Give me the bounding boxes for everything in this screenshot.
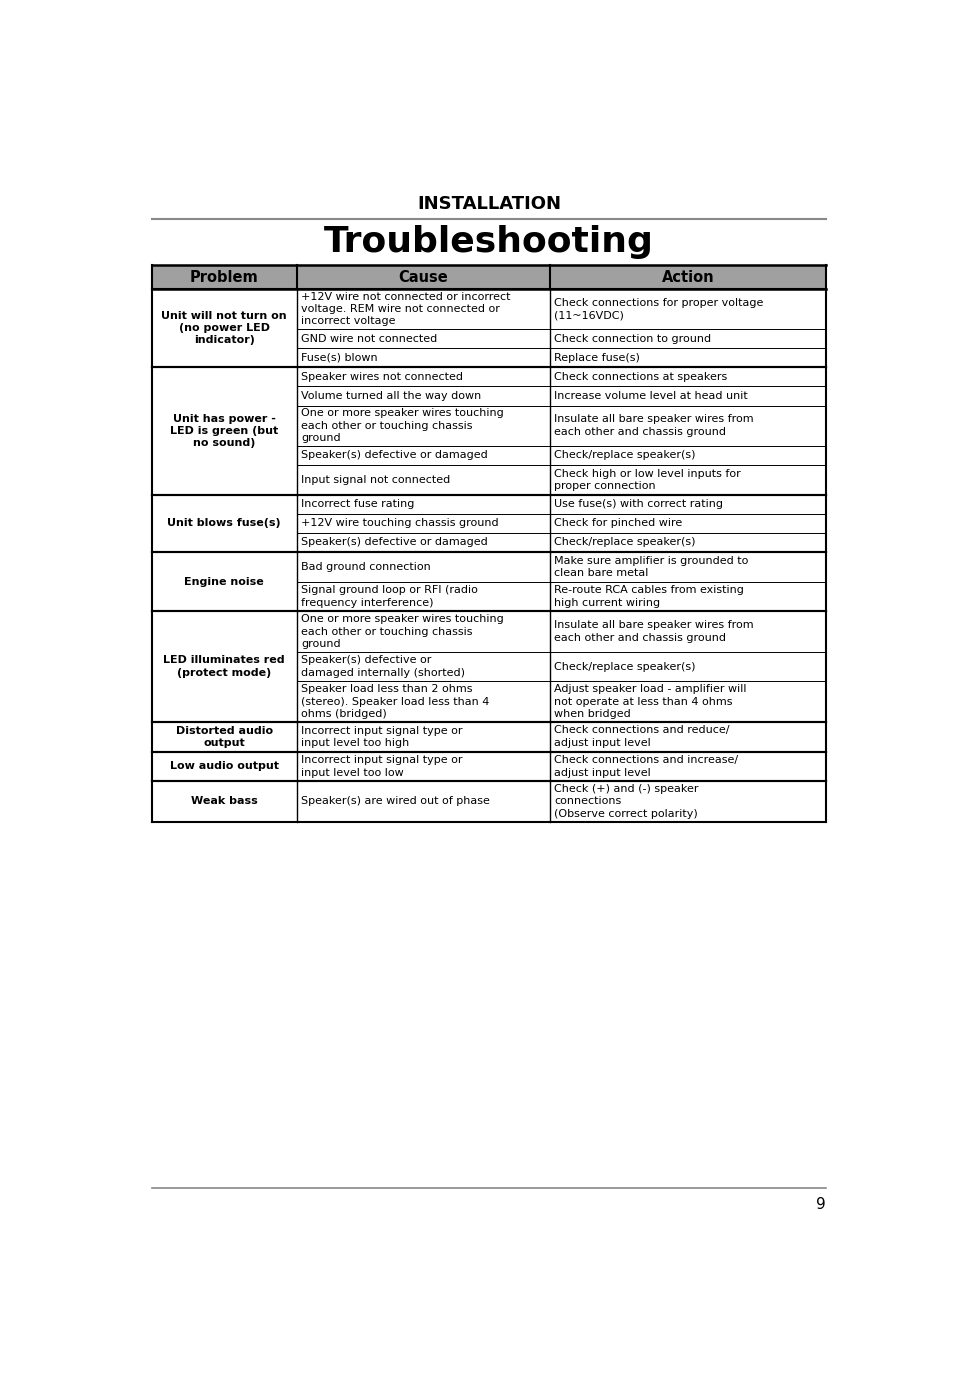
Bar bbox=[549, 682, 825, 722]
Bar bbox=[296, 349, 549, 368]
Text: Speaker load less than 2 ohms
(stereo). Speaker load less than 4
ohms (bridged): Speaker load less than 2 ohms (stereo). … bbox=[301, 685, 489, 719]
Bar bbox=[152, 722, 296, 751]
Bar bbox=[296, 446, 549, 464]
Bar bbox=[549, 553, 825, 582]
Bar bbox=[549, 533, 825, 553]
Bar bbox=[296, 652, 549, 682]
Bar bbox=[296, 405, 549, 446]
Bar bbox=[549, 405, 825, 446]
Text: +12V wire touching chassis ground: +12V wire touching chassis ground bbox=[301, 518, 498, 528]
Bar bbox=[296, 751, 549, 781]
Text: GND wire not connected: GND wire not connected bbox=[301, 333, 437, 343]
Text: Speaker(s) defective or damaged: Speaker(s) defective or damaged bbox=[301, 537, 488, 547]
Text: INSTALLATION: INSTALLATION bbox=[416, 194, 560, 212]
Text: Unit blows fuse(s): Unit blows fuse(s) bbox=[168, 518, 281, 528]
Bar bbox=[296, 612, 549, 652]
Text: Check high or low level inputs for
proper connection: Check high or low level inputs for prope… bbox=[554, 469, 740, 491]
Bar bbox=[296, 329, 549, 349]
Bar bbox=[549, 289, 825, 329]
Text: Incorrect fuse rating: Incorrect fuse rating bbox=[301, 499, 415, 510]
Bar bbox=[296, 781, 549, 821]
Text: Speaker(s) defective or
damaged internally (shorted): Speaker(s) defective or damaged internal… bbox=[301, 656, 465, 678]
Bar bbox=[549, 514, 825, 533]
Text: Bad ground connection: Bad ground connection bbox=[301, 562, 431, 572]
Text: Unit has power -
LED is green (but
no sound): Unit has power - LED is green (but no so… bbox=[170, 413, 278, 448]
Text: +12V wire not connected or incorrect
voltage. REM wire not connected or
incorrec: +12V wire not connected or incorrect vol… bbox=[301, 292, 511, 327]
Bar bbox=[549, 751, 825, 781]
Text: 9: 9 bbox=[816, 1197, 825, 1213]
Bar bbox=[296, 289, 549, 329]
Text: Distorted audio
output: Distorted audio output bbox=[175, 725, 273, 748]
Text: Re-route RCA cables from existing
high current wiring: Re-route RCA cables from existing high c… bbox=[554, 586, 743, 608]
Bar bbox=[152, 612, 296, 722]
Bar bbox=[152, 553, 296, 612]
Text: Check connections and increase/
adjust input level: Check connections and increase/ adjust i… bbox=[554, 755, 738, 777]
Bar bbox=[296, 368, 549, 386]
Bar bbox=[296, 582, 549, 612]
Text: Troubleshooting: Troubleshooting bbox=[324, 226, 653, 259]
Bar bbox=[152, 751, 296, 781]
Text: Incorrect input signal type or
input level too low: Incorrect input signal type or input lev… bbox=[301, 755, 462, 777]
Text: Use fuse(s) with correct rating: Use fuse(s) with correct rating bbox=[554, 499, 722, 510]
Bar bbox=[296, 553, 549, 582]
Text: LED illuminates red
(protect mode): LED illuminates red (protect mode) bbox=[163, 656, 285, 678]
Text: Unit will not turn on
(no power LED
indicator): Unit will not turn on (no power LED indi… bbox=[161, 310, 287, 346]
Text: Speaker(s) are wired out of phase: Speaker(s) are wired out of phase bbox=[301, 796, 490, 806]
Bar bbox=[549, 781, 825, 821]
Text: Check connections at speakers: Check connections at speakers bbox=[554, 372, 727, 382]
Bar bbox=[549, 386, 825, 405]
Text: Cause: Cause bbox=[398, 270, 448, 285]
Bar bbox=[296, 464, 549, 495]
Bar bbox=[152, 266, 825, 289]
Text: Action: Action bbox=[660, 270, 714, 285]
Text: Insulate all bare speaker wires from
each other and chassis ground: Insulate all bare speaker wires from eac… bbox=[554, 620, 753, 642]
Text: One or more speaker wires touching
each other or touching chassis
ground: One or more speaker wires touching each … bbox=[301, 408, 503, 444]
Bar bbox=[296, 682, 549, 722]
Text: Problem: Problem bbox=[190, 270, 258, 285]
Bar bbox=[549, 722, 825, 751]
Text: Check connections and reduce/
adjust input level: Check connections and reduce/ adjust inp… bbox=[554, 725, 729, 748]
Bar bbox=[549, 495, 825, 514]
Bar bbox=[549, 652, 825, 682]
Text: Replace fuse(s): Replace fuse(s) bbox=[554, 353, 639, 362]
Bar bbox=[296, 495, 549, 514]
Text: Incorrect input signal type or
input level too high: Incorrect input signal type or input lev… bbox=[301, 725, 462, 748]
Text: Check (+) and (-) speaker
connections
(Observe correct polarity): Check (+) and (-) speaker connections (O… bbox=[554, 784, 698, 819]
Bar bbox=[152, 781, 296, 821]
Text: Adjust speaker load - amplifier will
not operate at less than 4 ohms
when bridge: Adjust speaker load - amplifier will not… bbox=[554, 685, 746, 719]
Text: Insulate all bare speaker wires from
each other and chassis ground: Insulate all bare speaker wires from eac… bbox=[554, 415, 753, 437]
Text: Make sure amplifier is grounded to
clean bare metal: Make sure amplifier is grounded to clean… bbox=[554, 555, 748, 577]
Bar bbox=[152, 289, 296, 368]
Text: Speaker(s) defective or damaged: Speaker(s) defective or damaged bbox=[301, 451, 488, 460]
Text: Check for pinched wire: Check for pinched wire bbox=[554, 518, 681, 528]
Bar bbox=[549, 446, 825, 464]
Text: Check connection to ground: Check connection to ground bbox=[554, 333, 711, 343]
Text: Check/replace speaker(s): Check/replace speaker(s) bbox=[554, 451, 695, 460]
Text: Check connections for proper voltage
(11~16VDC): Check connections for proper voltage (11… bbox=[554, 298, 762, 320]
Bar bbox=[152, 368, 296, 495]
Text: Increase volume level at head unit: Increase volume level at head unit bbox=[554, 391, 747, 401]
Text: Check/replace speaker(s): Check/replace speaker(s) bbox=[554, 537, 695, 547]
Text: Speaker wires not connected: Speaker wires not connected bbox=[301, 372, 463, 382]
Bar bbox=[296, 514, 549, 533]
Bar bbox=[296, 386, 549, 405]
Bar bbox=[549, 329, 825, 349]
Text: Input signal not connected: Input signal not connected bbox=[301, 475, 450, 485]
Text: Volume turned all the way down: Volume turned all the way down bbox=[301, 391, 481, 401]
Text: Check/replace speaker(s): Check/replace speaker(s) bbox=[554, 661, 695, 671]
Bar bbox=[152, 495, 296, 553]
Bar bbox=[549, 612, 825, 652]
Text: Fuse(s) blown: Fuse(s) blown bbox=[301, 353, 377, 362]
Text: One or more speaker wires touching
each other or touching chassis
ground: One or more speaker wires touching each … bbox=[301, 615, 503, 649]
Bar bbox=[296, 533, 549, 553]
Bar bbox=[549, 464, 825, 495]
Text: Weak bass: Weak bass bbox=[191, 796, 257, 806]
Bar bbox=[549, 349, 825, 368]
Text: Low audio output: Low audio output bbox=[170, 762, 278, 772]
Bar bbox=[296, 722, 549, 751]
Bar bbox=[549, 368, 825, 386]
Text: Engine noise: Engine noise bbox=[184, 577, 264, 587]
Text: Signal ground loop or RFI (radio
frequency interference): Signal ground loop or RFI (radio frequen… bbox=[301, 586, 477, 608]
Bar bbox=[549, 582, 825, 612]
